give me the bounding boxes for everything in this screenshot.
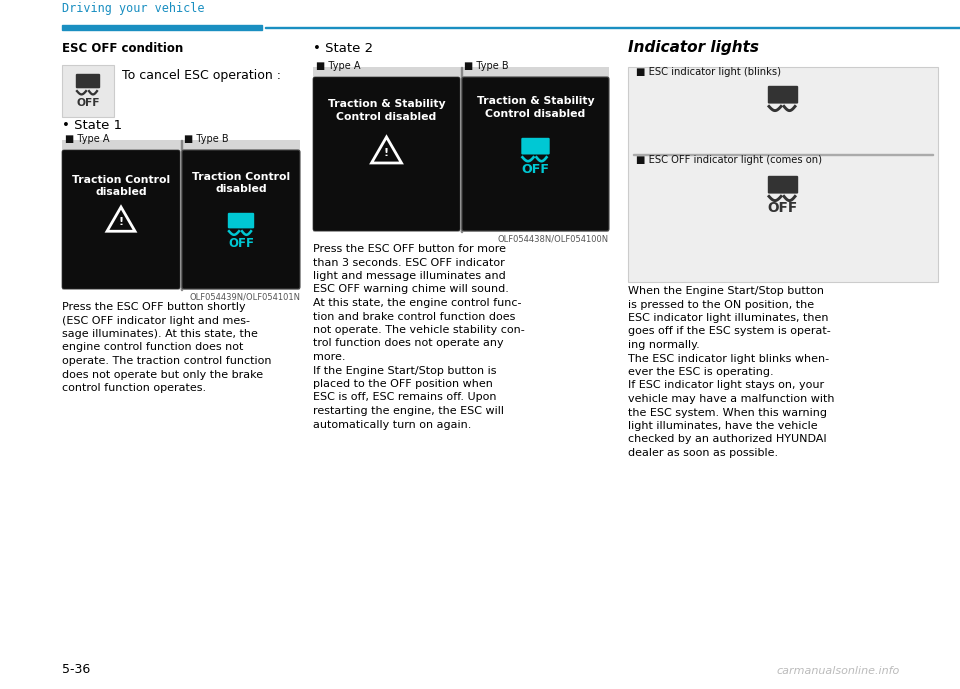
- Text: ESC OFF warning chime will sound.: ESC OFF warning chime will sound.: [313, 285, 509, 294]
- Text: ■ Type A: ■ Type A: [65, 134, 109, 144]
- Text: ing normally.: ing normally.: [628, 340, 700, 350]
- Text: !: !: [384, 148, 389, 158]
- Text: To cancel ESC operation :: To cancel ESC operation :: [122, 69, 281, 82]
- Text: Indicator lights: Indicator lights: [628, 40, 759, 55]
- Text: light illuminates, have the vehicle: light illuminates, have the vehicle: [628, 421, 818, 431]
- Text: Control disabled: Control disabled: [486, 109, 586, 119]
- Text: When the Engine Start/Stop button: When the Engine Start/Stop button: [628, 286, 824, 296]
- Text: OFF: OFF: [76, 98, 100, 108]
- FancyBboxPatch shape: [62, 65, 114, 117]
- Text: operate. The traction control function: operate. The traction control function: [62, 356, 272, 366]
- Bar: [181, 140, 182, 290]
- Text: goes off if the ESC system is operat-: goes off if the ESC system is operat-: [628, 327, 830, 336]
- Text: Traction & Stability: Traction & Stability: [327, 99, 445, 109]
- Bar: [633, 154, 933, 155]
- Text: tion and brake control function does: tion and brake control function does: [313, 311, 516, 322]
- Text: OFF: OFF: [228, 237, 254, 249]
- Text: • State 1: • State 1: [62, 119, 122, 132]
- FancyBboxPatch shape: [62, 150, 180, 289]
- Bar: [313, 67, 609, 232]
- Text: Traction & Stability: Traction & Stability: [477, 96, 594, 106]
- Text: Press the ESC OFF button shortly: Press the ESC OFF button shortly: [62, 302, 246, 312]
- FancyBboxPatch shape: [768, 86, 798, 103]
- Text: disabled: disabled: [95, 187, 147, 197]
- Text: restarting the engine, the ESC will: restarting the engine, the ESC will: [313, 406, 504, 416]
- Text: placed to the OFF position when: placed to the OFF position when: [313, 379, 492, 389]
- Text: Driving your vehicle: Driving your vehicle: [62, 2, 204, 15]
- Text: !: !: [118, 217, 124, 227]
- Text: If ESC indicator light stays on, your: If ESC indicator light stays on, your: [628, 380, 824, 391]
- Text: trol function does not operate any: trol function does not operate any: [313, 338, 504, 349]
- Text: ESC is off, ESC remains off. Upon: ESC is off, ESC remains off. Upon: [313, 393, 496, 402]
- Bar: [628, 67, 938, 282]
- Text: checked by an authorized HYUNDAI: checked by an authorized HYUNDAI: [628, 435, 827, 444]
- Text: At this state, the engine control func-: At this state, the engine control func-: [313, 298, 521, 308]
- FancyBboxPatch shape: [76, 74, 100, 88]
- Text: carmanualsonline.info: carmanualsonline.info: [777, 666, 900, 676]
- Text: ESC OFF condition: ESC OFF condition: [62, 42, 183, 55]
- Bar: [461, 67, 462, 232]
- Text: ever the ESC is operating.: ever the ESC is operating.: [628, 367, 774, 377]
- Text: disabled: disabled: [215, 184, 267, 194]
- Text: OLF054439N/OLF054101N: OLF054439N/OLF054101N: [189, 293, 300, 302]
- Text: is pressed to the ON position, the: is pressed to the ON position, the: [628, 300, 814, 309]
- Text: not operate. The vehicle stability con-: not operate. The vehicle stability con-: [313, 325, 525, 335]
- Text: ■ Type A: ■ Type A: [316, 61, 361, 71]
- Text: ■ ESC OFF indicator light (comes on): ■ ESC OFF indicator light (comes on): [636, 155, 822, 165]
- Bar: [265, 26, 960, 28]
- Text: does not operate but only the brake: does not operate but only the brake: [62, 369, 263, 380]
- Text: control function operates.: control function operates.: [62, 383, 206, 393]
- Text: Press the ESC OFF button for more: Press the ESC OFF button for more: [313, 244, 506, 254]
- Text: automatically turn on again.: automatically turn on again.: [313, 420, 471, 429]
- FancyBboxPatch shape: [313, 77, 460, 231]
- Text: 5-36: 5-36: [62, 663, 90, 676]
- FancyBboxPatch shape: [182, 150, 300, 289]
- Text: than 3 seconds. ESC OFF indicator: than 3 seconds. ESC OFF indicator: [313, 258, 505, 267]
- Text: OLF054438N/OLF054100N: OLF054438N/OLF054100N: [498, 235, 609, 244]
- FancyBboxPatch shape: [228, 213, 254, 228]
- Text: Traction Control: Traction Control: [72, 175, 170, 185]
- Text: dealer as soon as possible.: dealer as soon as possible.: [628, 448, 779, 458]
- Text: If the Engine Start/Stop button is: If the Engine Start/Stop button is: [313, 365, 496, 376]
- Text: OFF: OFF: [768, 201, 798, 216]
- Text: OFF: OFF: [521, 163, 549, 176]
- Text: more.: more.: [313, 352, 346, 362]
- Text: the ESC system. When this warning: the ESC system. When this warning: [628, 407, 827, 418]
- Bar: [62, 140, 300, 290]
- Text: sage illuminates). At this state, the: sage illuminates). At this state, the: [62, 329, 258, 339]
- Text: The ESC indicator light blinks when-: The ESC indicator light blinks when-: [628, 353, 829, 364]
- Text: Control disabled: Control disabled: [336, 112, 437, 122]
- Text: • State 2: • State 2: [313, 42, 373, 55]
- Text: vehicle may have a malfunction with: vehicle may have a malfunction with: [628, 394, 834, 404]
- Text: ■ ESC indicator light (blinks): ■ ESC indicator light (blinks): [636, 67, 781, 77]
- Bar: [62, 25, 262, 30]
- FancyBboxPatch shape: [768, 176, 798, 194]
- FancyBboxPatch shape: [462, 77, 609, 231]
- Text: engine control function does not: engine control function does not: [62, 342, 244, 353]
- Text: (ESC OFF indicator light and mes-: (ESC OFF indicator light and mes-: [62, 316, 250, 325]
- Text: ■ Type B: ■ Type B: [464, 61, 509, 71]
- Text: light and message illuminates and: light and message illuminates and: [313, 271, 506, 281]
- FancyBboxPatch shape: [521, 138, 550, 154]
- Text: Traction Control: Traction Control: [192, 172, 290, 182]
- Text: ■ Type B: ■ Type B: [184, 134, 228, 144]
- Text: ESC indicator light illuminates, then: ESC indicator light illuminates, then: [628, 313, 828, 323]
